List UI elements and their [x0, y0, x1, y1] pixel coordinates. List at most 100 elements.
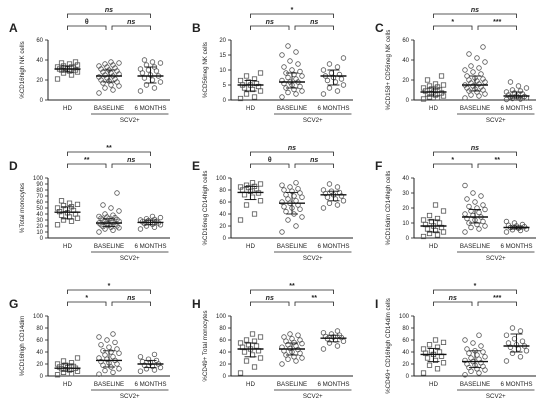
- data-point: [151, 85, 158, 91]
- significance-bracket: [433, 25, 473, 30]
- data-point: [480, 44, 486, 50]
- y-tick-label: 80: [402, 326, 409, 332]
- data-point: [503, 89, 510, 95]
- x-tick-label: BASELINE: [460, 105, 490, 112]
- data-point: [281, 204, 287, 210]
- data-point: [110, 369, 116, 376]
- panel-I: I 0 20 40 60 80 100 %CD49+ CD16high CD14dim cel…: [375, 283, 536, 400]
- data-point: [96, 63, 102, 69]
- data-point: [102, 211, 108, 217]
- data-point: [328, 331, 335, 337]
- y-tick-label: 20: [219, 38, 226, 44]
- data-point: [434, 232, 441, 238]
- data-point: [462, 337, 468, 343]
- data-point: [432, 337, 439, 343]
- significance-bracket: [250, 151, 334, 156]
- significance-label: ns: [127, 295, 135, 302]
- panel-letter: A: [9, 21, 18, 35]
- y-tick-label: 40: [402, 58, 409, 64]
- data-point: [149, 59, 156, 65]
- data-point: [515, 83, 522, 89]
- data-point: [243, 73, 250, 79]
- significance-label: ns: [266, 19, 274, 26]
- data-point: [482, 223, 488, 229]
- data-point: [507, 344, 514, 350]
- data-point: [54, 76, 61, 82]
- data-point: [462, 182, 468, 189]
- data-point: [243, 202, 250, 208]
- data-point: [476, 332, 482, 338]
- y-tick-label: 60: [36, 338, 43, 344]
- y-tick-label: 10: [402, 221, 409, 227]
- significance-bracket: [433, 163, 473, 168]
- x-tick-label: HD: [429, 105, 438, 112]
- data-point: [297, 337, 303, 343]
- data-point: [116, 350, 122, 356]
- data-point: [482, 354, 488, 360]
- data-point: [295, 61, 301, 67]
- significance-label: ***: [493, 295, 501, 302]
- data-point: [440, 229, 447, 235]
- x-tick-label: 6 MONTHS: [134, 243, 166, 250]
- significance-label: ns: [127, 157, 135, 164]
- y-tick-label: 60: [402, 38, 409, 44]
- data-point: [137, 354, 144, 360]
- data-point: [249, 331, 256, 337]
- significance-label: **: [312, 295, 318, 302]
- data-point: [424, 77, 431, 83]
- y-tick-label: 0: [406, 374, 410, 380]
- x-tick-label: BASELINE: [277, 105, 307, 112]
- x-tick-label: BASELINE: [277, 243, 307, 250]
- data-point: [480, 349, 486, 355]
- data-point: [149, 213, 156, 220]
- data-point: [507, 79, 514, 85]
- data-point: [60, 217, 67, 223]
- y-tick-label: 40: [402, 176, 409, 182]
- significance-bracket: [294, 25, 334, 30]
- group-label: SCV2+: [120, 117, 140, 124]
- data-point: [523, 348, 530, 354]
- significance-label: ns: [449, 295, 457, 302]
- data-point: [104, 337, 110, 343]
- data-point: [503, 358, 510, 364]
- data-point: [114, 346, 120, 352]
- group-label: SCV2+: [120, 393, 140, 400]
- y-tick-label: 20: [402, 206, 409, 212]
- data-point: [299, 214, 305, 220]
- significance-label: **: [84, 157, 90, 164]
- data-point: [98, 342, 104, 348]
- data-point: [251, 211, 258, 217]
- significance-label: **: [106, 145, 112, 152]
- panel-F: F 0 10 20 30 40 %CD16dim CD14high cells HD BASEL…: [375, 145, 536, 262]
- significance-label: **: [495, 157, 501, 164]
- significance-bracket: [477, 301, 517, 306]
- y-tick-label: 0: [223, 374, 227, 380]
- data-point: [157, 60, 164, 66]
- data-point: [420, 370, 427, 376]
- x-tick-label: HD: [63, 105, 72, 112]
- data-point: [279, 361, 285, 367]
- data-point: [434, 215, 441, 222]
- data-point: [320, 330, 327, 336]
- data-point: [420, 96, 427, 102]
- data-point: [326, 61, 333, 67]
- data-point: [436, 349, 443, 355]
- data-point: [440, 339, 447, 345]
- x-tick-label: 6 MONTHS: [134, 381, 166, 388]
- y-tick-label: 40: [219, 212, 226, 218]
- data-point: [102, 352, 108, 358]
- x-tick-label: HD: [429, 243, 438, 250]
- significance-bracket: [294, 301, 334, 306]
- data-point: [116, 60, 122, 66]
- x-tick-label: HD: [246, 381, 255, 388]
- y-tick-label: 5: [223, 83, 227, 89]
- data-point: [503, 96, 510, 103]
- data-point: [289, 67, 295, 73]
- y-tick-label: 100: [33, 314, 44, 320]
- data-point: [426, 362, 433, 368]
- significance-bracket: [433, 301, 473, 306]
- data-point: [482, 59, 488, 65]
- y-tick-label: 90: [36, 182, 43, 188]
- panel-letter: B: [192, 21, 201, 35]
- data-point: [110, 87, 116, 93]
